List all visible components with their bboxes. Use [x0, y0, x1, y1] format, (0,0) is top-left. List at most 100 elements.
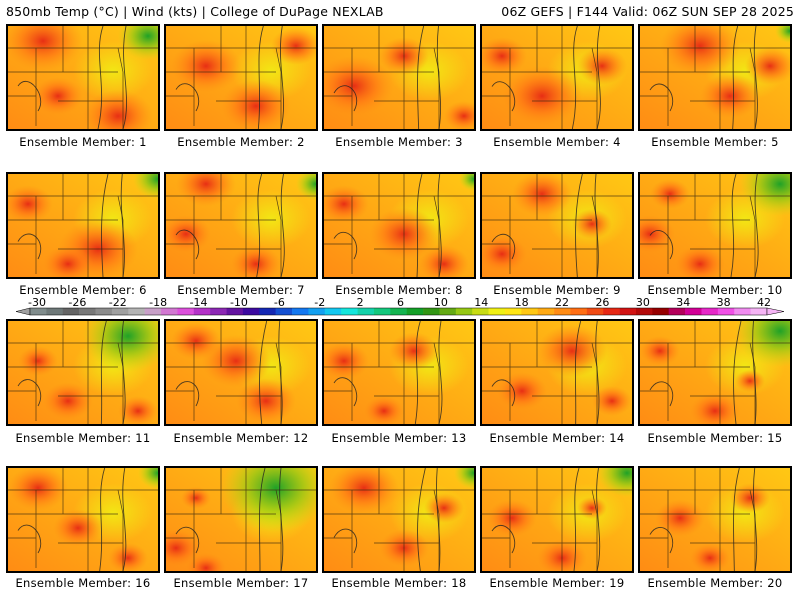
colorbar-tick-label: 42	[757, 297, 771, 309]
ensemble-map-panel	[480, 24, 634, 131]
colorbar-segment	[177, 308, 195, 315]
colorbar-tick-label: -26	[68, 297, 86, 309]
temperature-map	[324, 321, 474, 424]
colorbar-segment	[373, 308, 391, 315]
ensemble-member-label: Ensemble Member: 13	[331, 431, 467, 445]
colorbar-max-arrow	[766, 307, 785, 316]
colorbar-segment	[488, 308, 506, 315]
colorbar-segment	[111, 308, 129, 315]
temperature-map	[640, 174, 790, 277]
ensemble-member-label: Ensemble Member: 3	[335, 135, 463, 149]
colorbar-segment	[652, 308, 670, 315]
temperature-map	[8, 468, 158, 571]
colorbar-segment	[292, 308, 309, 315]
ensemble-map-panel	[480, 172, 634, 279]
ensemble-map-panel	[638, 466, 792, 573]
temperature-map	[482, 321, 632, 424]
ensemble-member-label: Ensemble Member: 19	[489, 576, 625, 590]
ensemble-member-label: Ensemble Member: 18	[331, 576, 467, 590]
temperature-map	[166, 468, 316, 571]
colorbar-min-arrow	[15, 307, 31, 316]
ensemble-map-panel	[6, 319, 160, 426]
ensemble-map-panel	[322, 24, 476, 131]
colorbar-segment	[635, 308, 653, 315]
ensemble-map-panel	[322, 172, 476, 279]
ensemble-map-panel	[480, 319, 634, 426]
colorbar-segment	[455, 308, 473, 315]
colorbar-segment	[390, 308, 407, 315]
colorbar-tick-label: 6	[397, 297, 404, 309]
colorbar-tick-label: -6	[274, 297, 285, 309]
colorbar-segment	[554, 308, 571, 315]
temperature-map	[8, 174, 158, 277]
colorbar-segment	[537, 308, 555, 315]
colorbar-tick-label: 2	[357, 297, 364, 309]
ensemble-map-panel	[638, 24, 792, 131]
temperature-map	[166, 26, 316, 129]
colorbar-segment	[717, 308, 735, 315]
ensemble-map-panel	[6, 466, 160, 573]
colorbar-segment	[210, 308, 227, 315]
colorbar-segment	[586, 308, 604, 315]
colorbar-tick-label: 34	[676, 297, 690, 309]
ensemble-member-label: Ensemble Member: 20	[647, 576, 783, 590]
ensemble-member-label: Ensemble Member: 11	[15, 431, 151, 445]
colorbar-segment	[734, 308, 751, 315]
colorbar-segment	[324, 308, 342, 315]
colorbar-segment	[30, 308, 47, 315]
colorbar-tick-label: -22	[109, 297, 127, 309]
temperature-map	[482, 468, 632, 571]
temperature-map	[640, 468, 790, 571]
colorbar-segment	[275, 308, 293, 315]
ensemble-member-label: Ensemble Member: 8	[335, 283, 463, 297]
colorbar-tick-label: 22	[555, 297, 569, 309]
ensemble-member-label: Ensemble Member: 17	[173, 576, 309, 590]
ensemble-member-label: Ensemble Member: 7	[177, 283, 305, 297]
ensemble-member-label: Ensemble Member: 10	[647, 283, 783, 297]
colorbar-segment	[62, 308, 80, 315]
ensemble-map-panel	[164, 319, 318, 426]
colorbar-tick-label: -30	[28, 297, 46, 309]
colorbar-segment	[521, 308, 539, 315]
ensemble-member-label: Ensemble Member: 12	[173, 431, 309, 445]
ensemble-map-panel	[322, 466, 476, 573]
colorbar-segment	[161, 308, 178, 315]
colorbar-segment	[668, 308, 686, 315]
ensemble-member-label: Ensemble Member: 4	[493, 135, 621, 149]
colorbar-segment	[603, 308, 620, 315]
colorbar-segment	[193, 308, 211, 315]
colorbar-segment	[341, 308, 358, 315]
temperature-colorbar: -30 -26 -22 -18 -14 -10 -6 -2 2 6 10 14 18 22 26 30 34 38…	[15, 297, 785, 316]
temperature-map	[8, 26, 158, 129]
colorbar-segment	[144, 308, 162, 315]
ensemble-map-panel	[6, 24, 160, 131]
colorbar-tick-label: 10	[434, 297, 448, 309]
ensemble-map-panel	[638, 172, 792, 279]
colorbar-tick-label: -10	[230, 297, 248, 309]
colorbar-segment	[619, 308, 637, 315]
temperature-map	[324, 174, 474, 277]
colorbar-tick-label: -2	[314, 297, 325, 309]
colorbar-tick-label: 26	[595, 297, 609, 309]
colorbar-segment	[570, 308, 588, 315]
colorbar-segment	[259, 308, 276, 315]
colorbar-segment	[95, 308, 113, 315]
temperature-map	[640, 26, 790, 129]
ensemble-map-panel	[164, 172, 318, 279]
temperature-map	[482, 26, 632, 129]
valid-time: 06Z GEFS | F144 Valid: 06Z SUN SEP 28 20…	[501, 4, 794, 19]
ensemble-member-label: Ensemble Member: 14	[489, 431, 625, 445]
colorbar-segment	[439, 308, 457, 315]
colorbar-segment	[701, 308, 719, 315]
colorbar-segment	[472, 308, 489, 315]
temperature-map	[640, 321, 790, 424]
colorbar-segment	[308, 308, 326, 315]
ensemble-map-panel	[6, 172, 160, 279]
ensemble-map-panel	[322, 319, 476, 426]
colorbar-segment	[46, 308, 64, 315]
ensemble-member-label: Ensemble Member: 2	[177, 135, 305, 149]
colorbar-segment	[504, 308, 522, 315]
colorbar-tick-label: -14	[190, 297, 208, 309]
ensemble-member-label: Ensemble Member: 6	[19, 283, 147, 297]
ensemble-map-panel	[164, 24, 318, 131]
